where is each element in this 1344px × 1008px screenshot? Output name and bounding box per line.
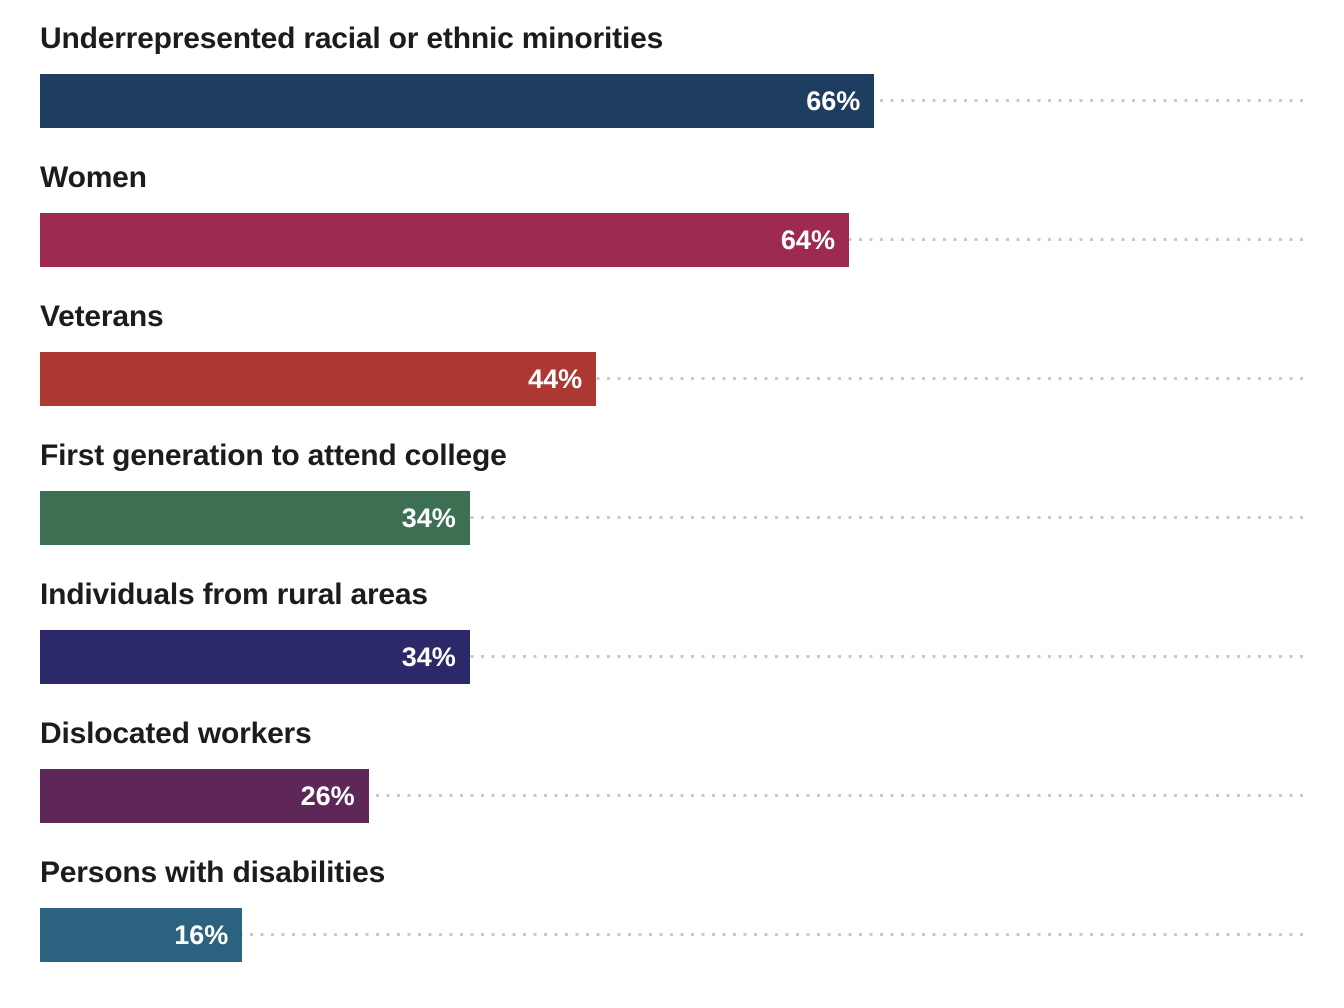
bar-value-label: 34% — [401, 502, 456, 533]
chart-row: Women 64% — [40, 159, 1304, 267]
bar-track: 34% — [40, 630, 1304, 684]
category-label: Dislocated workers — [40, 717, 312, 750]
bar: 44% — [40, 352, 597, 406]
category-label: Underrepresented racial or ethnic minori… — [40, 22, 664, 55]
category-label: Persons with disabilities — [40, 856, 386, 889]
bar: 26% — [40, 769, 369, 823]
category-label: Veterans — [40, 300, 164, 333]
chart-row: Veterans 44% — [40, 298, 1304, 406]
bar-value-label: 64% — [780, 224, 835, 255]
bar-track: 64% — [40, 213, 1304, 267]
bar: 16% — [40, 908, 243, 962]
chart-rows: Underrepresented racial or ethnic minori… — [40, 20, 1304, 962]
chart-row: Underrepresented racial or ethnic minori… — [40, 20, 1304, 128]
bar-track: 16% — [40, 908, 1304, 962]
dotted-leader-line — [40, 516, 1304, 519]
bar-track: 34% — [40, 491, 1304, 545]
bar-track: 26% — [40, 769, 1304, 823]
category-label: First generation to attend college — [40, 439, 507, 472]
bar-value-label: 34% — [401, 641, 456, 672]
bar-value-label: 26% — [300, 780, 355, 811]
bar: 34% — [40, 630, 470, 684]
dotted-leader-line — [40, 933, 1304, 936]
bar-track: 66% — [40, 74, 1304, 128]
chart-row: First generation to attend college 34% — [40, 437, 1304, 545]
chart-row: Dislocated workers 26% — [40, 715, 1304, 823]
category-label: Individuals from rural areas — [40, 578, 428, 611]
bar-value-label: 16% — [174, 919, 229, 950]
dotted-leader-line — [40, 377, 1304, 380]
bar-track: 44% — [40, 352, 1304, 406]
bar: 66% — [40, 74, 875, 128]
category-label: Women — [40, 161, 147, 194]
chart-row: Individuals from rural areas 34% — [40, 576, 1304, 684]
bar-value-label: 44% — [528, 363, 583, 394]
bar: 34% — [40, 491, 470, 545]
chart-row: Persons with disabilities 16% — [40, 854, 1304, 962]
dotted-leader-line — [40, 655, 1304, 658]
dotted-leader-line — [40, 794, 1304, 797]
bar-value-label: 66% — [806, 85, 861, 116]
bar: 64% — [40, 213, 849, 267]
